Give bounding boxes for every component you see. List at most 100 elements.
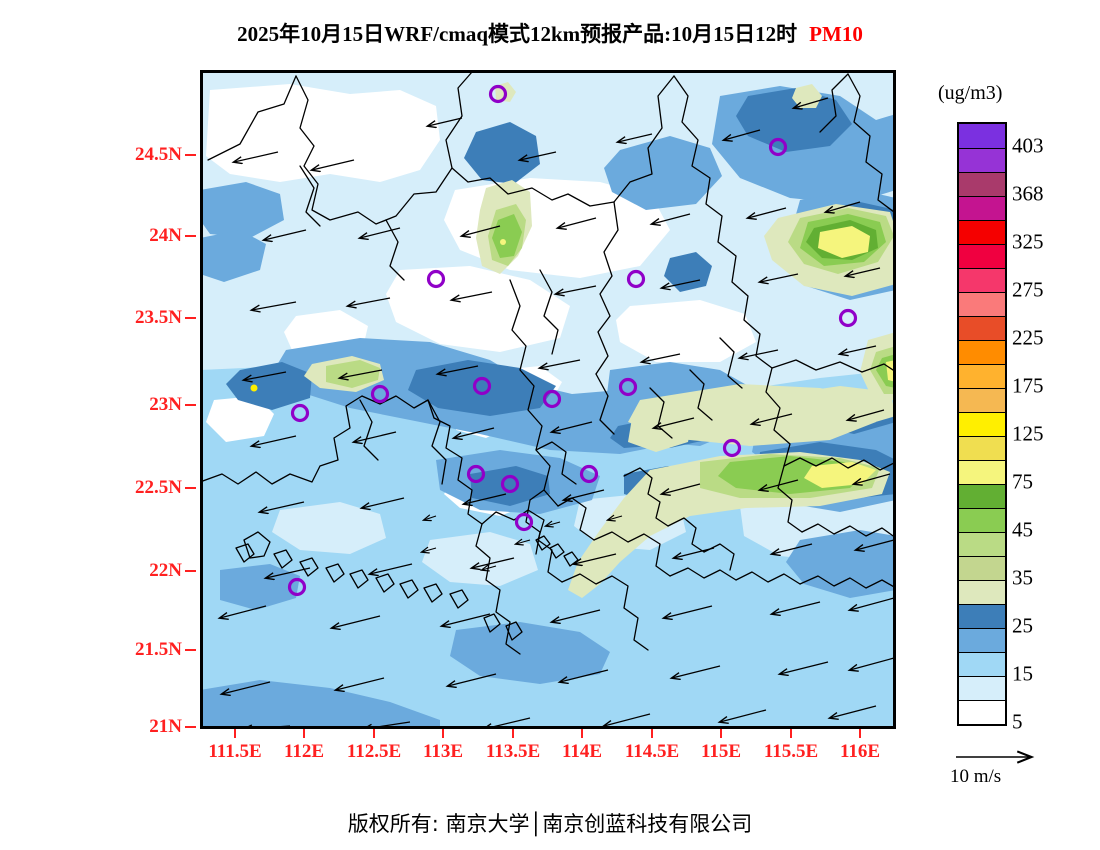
station-marker xyxy=(768,137,788,157)
colorbar-units: (ug/m3) xyxy=(938,82,1003,104)
contour-fill-layer xyxy=(200,70,896,729)
colorbar-segment xyxy=(959,292,1005,316)
colorbar-segment xyxy=(959,364,1005,388)
colorbar-segment xyxy=(959,412,1005,436)
x-tick-mark xyxy=(720,729,722,738)
y-tick-mark xyxy=(185,317,196,319)
colorbar-labels: 403 368 325 275 225 175 125 75 45 35 25 15 5 xyxy=(1012,122,1100,734)
station-marker xyxy=(370,384,390,404)
station-marker xyxy=(722,438,742,458)
y-tick-mark xyxy=(185,570,196,572)
colorbar-tick-label: 5 xyxy=(1012,709,1023,734)
title-main: 2025年10月15日WRF/cmaq模式12km预报产品:10月15日12时 xyxy=(237,22,798,46)
colorbar-segment xyxy=(959,628,1005,652)
colorbar-segment xyxy=(959,700,1005,724)
colorbar-segment xyxy=(959,196,1005,220)
x-axis-labels: 111.5E 112E 112.5E 113E 113.5E 114E 114.… xyxy=(200,729,896,775)
station-marker xyxy=(290,403,310,423)
colorbar-segment xyxy=(959,604,1005,628)
y-tick-label: 22N xyxy=(149,560,182,581)
colorbar-segment xyxy=(959,460,1005,484)
y-tick-mark xyxy=(185,404,196,406)
station-marker xyxy=(287,577,307,597)
station-marker xyxy=(618,377,638,397)
colorbar-tick-label: 125 xyxy=(1012,421,1044,446)
y-tick-label: 24N xyxy=(149,225,182,246)
copyright-footer: 版权所有: 南京大学│南京创蓝科技有限公司 xyxy=(347,812,753,836)
station-marker xyxy=(838,308,858,328)
station-marker xyxy=(466,464,486,484)
map-plot-area[interactable] xyxy=(200,70,896,729)
x-tick-label: 116E xyxy=(839,741,881,762)
y-tick-label: 23N xyxy=(149,394,182,415)
x-tick-label: 112.5E xyxy=(346,741,402,762)
colorbar-tick-label: 325 xyxy=(1012,229,1044,254)
colorbar-segment xyxy=(959,172,1005,196)
colorbar-tick-label: 75 xyxy=(1012,469,1033,494)
colorbar-tick-label: 45 xyxy=(1012,517,1033,542)
plot-border xyxy=(200,70,896,729)
x-tick-mark xyxy=(373,729,375,738)
colorbar-segment xyxy=(959,124,1005,148)
y-tick-label: 21.5N xyxy=(135,639,182,660)
title-pollutant: PM10 xyxy=(809,22,863,46)
map-canvas[interactable] xyxy=(200,70,896,729)
wind-vector-small-layer xyxy=(422,516,623,570)
colorbar-tick-label: 15 xyxy=(1012,661,1033,686)
station-marker xyxy=(500,474,520,494)
colorbar-tick-label: 368 xyxy=(1012,181,1044,206)
y-tick-label: 21N xyxy=(149,716,182,737)
x-tick-label: 115E xyxy=(700,741,742,762)
station-marker xyxy=(472,376,492,396)
colorbar-segment xyxy=(959,532,1005,556)
station-marker xyxy=(542,389,562,409)
coastline-border-layer xyxy=(200,71,896,655)
y-tick-mark xyxy=(185,726,196,728)
colorbar-tick-label: 35 xyxy=(1012,565,1033,590)
colorbar-segment xyxy=(959,556,1005,580)
colorbar[interactable] xyxy=(957,122,1007,726)
page-title: 2025年10月15日WRF/cmaq模式12km预报产品:10月15日12时 P… xyxy=(0,18,1100,48)
wind-arrow-icon xyxy=(956,748,1050,766)
wind-vector-layer xyxy=(220,97,895,729)
x-tick-mark xyxy=(234,729,236,738)
colorbar-segment xyxy=(959,388,1005,412)
x-tick-label: 113E xyxy=(422,741,464,762)
colorbar-segment xyxy=(959,220,1005,244)
colorbar-segment xyxy=(959,484,1005,508)
x-tick-mark xyxy=(442,729,444,738)
colorbar-segment xyxy=(959,148,1005,172)
colorbar-segment xyxy=(959,340,1005,364)
colorbar-tick-label: 175 xyxy=(1012,373,1044,398)
colorbar-segment xyxy=(959,268,1005,292)
station-marker xyxy=(426,269,446,289)
x-tick-mark xyxy=(581,729,583,738)
x-tick-mark xyxy=(651,729,653,738)
x-tick-mark xyxy=(303,729,305,738)
x-tick-label: 115.5E xyxy=(763,741,819,762)
station-marker-layer[interactable] xyxy=(287,84,858,597)
x-tick-label: 112E xyxy=(283,741,325,762)
colorbar-tick-label: 403 xyxy=(1012,133,1044,158)
colorbar-segment xyxy=(959,652,1005,676)
y-axis-labels: 24.5N 24N 23.5N 23N 22.5N 22N 21.5N 21N xyxy=(0,70,196,737)
colorbar-tick-label: 225 xyxy=(1012,325,1044,350)
station-marker xyxy=(514,512,534,532)
colorbar-tick-label: 275 xyxy=(1012,277,1044,302)
wind-scale-legend: 10 m/s xyxy=(950,748,1090,787)
colorbar-segment xyxy=(959,244,1005,268)
station-marker xyxy=(626,269,646,289)
station-marker xyxy=(579,464,599,484)
colorbar-segment xyxy=(959,676,1005,700)
wind-scale-label: 10 m/s xyxy=(950,766,1002,787)
y-tick-label: 23.5N xyxy=(135,307,182,328)
y-tick-mark xyxy=(185,235,196,237)
x-tick-label: 111.5E xyxy=(208,741,262,762)
colorbar-segment xyxy=(959,316,1005,340)
colorbar-segment xyxy=(959,508,1005,532)
x-tick-mark xyxy=(859,729,861,738)
x-tick-label: 114.5E xyxy=(624,741,680,762)
colorbar-segment xyxy=(959,436,1005,460)
y-tick-mark xyxy=(185,154,196,156)
